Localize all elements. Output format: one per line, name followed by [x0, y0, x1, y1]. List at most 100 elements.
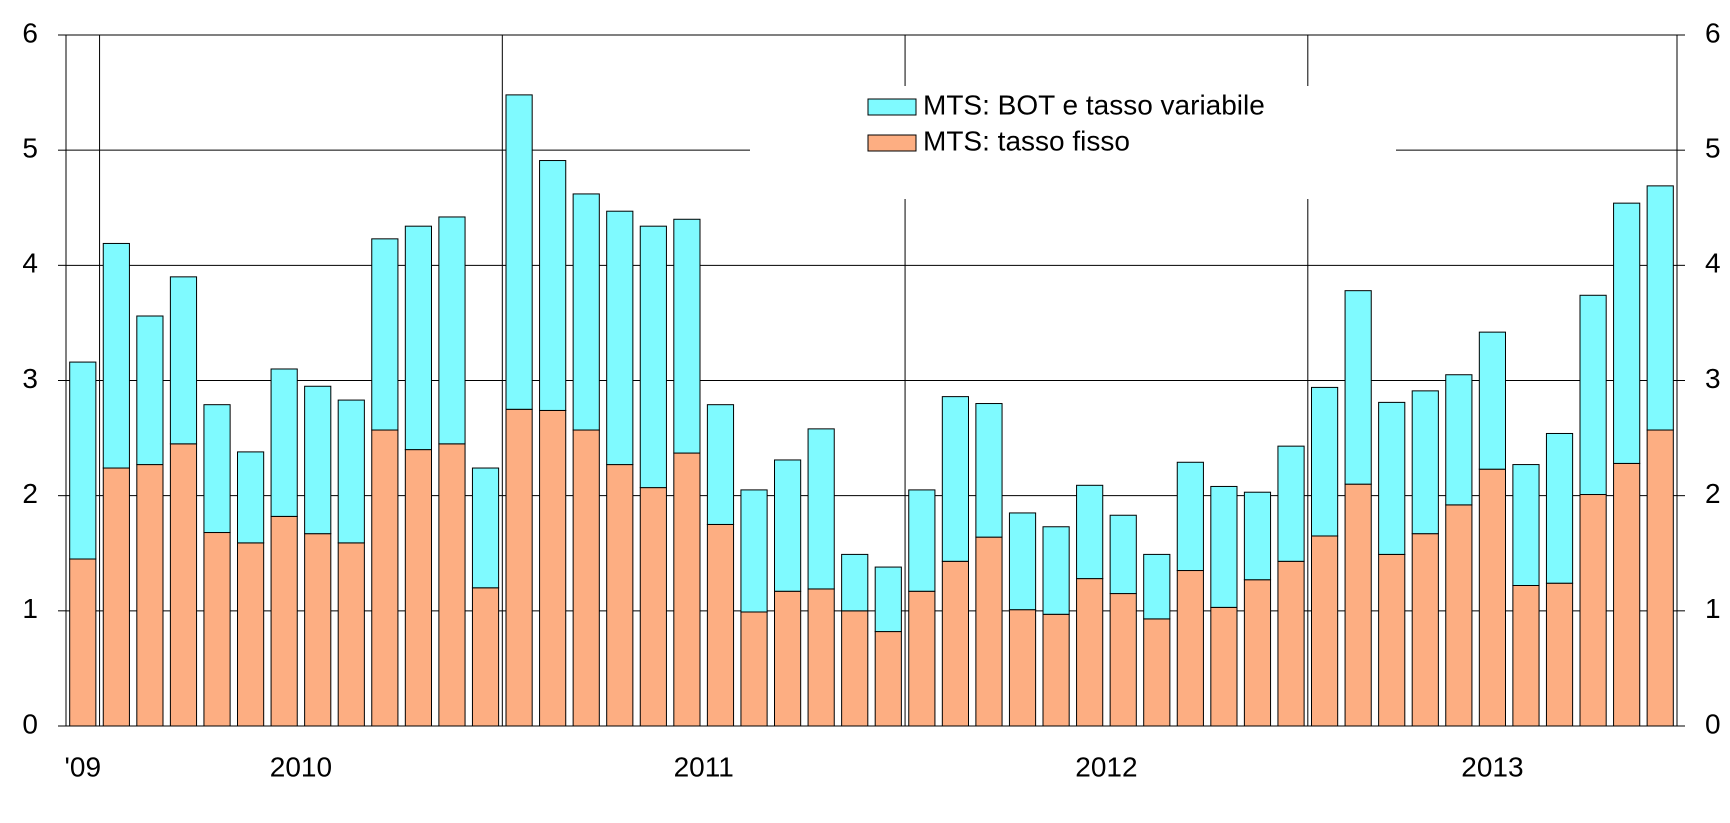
bar-segment	[1478, 468, 1506, 727]
bar-segment	[203, 404, 231, 534]
bar-segment	[505, 94, 533, 410]
legend-label: MTS: tasso fisso	[923, 125, 1130, 156]
bar-segment	[136, 464, 164, 727]
bar-segment	[1378, 401, 1406, 555]
bar-segment	[740, 489, 768, 613]
y2-tick-label: 0	[1705, 708, 1721, 739]
legend-label: MTS: BOT e tasso variabile	[923, 89, 1265, 120]
bar-segment	[270, 368, 298, 517]
bar-segment	[975, 536, 1003, 727]
bar-segment	[1176, 461, 1204, 572]
x-tick-label: 2012	[1075, 751, 1137, 782]
legend-swatch	[867, 98, 917, 116]
bar-segment	[237, 542, 265, 727]
bar-segment	[1109, 514, 1137, 595]
bar-segment	[740, 611, 768, 727]
bar-segment	[774, 459, 802, 592]
y2-tick-label: 6	[1705, 17, 1721, 48]
y-tick-label: 6	[22, 17, 38, 48]
bar-segment	[673, 452, 701, 727]
bar-segment	[941, 396, 969, 562]
bar-segment	[1344, 290, 1372, 485]
bar-segment	[438, 443, 466, 727]
bar-segment	[1008, 512, 1037, 611]
bar-segment	[908, 489, 936, 592]
bar-segment	[1143, 618, 1171, 727]
plot-frame	[65, 34, 1678, 727]
bar-segment	[304, 385, 332, 535]
bar-segment	[1445, 504, 1473, 727]
bar-segment	[304, 533, 332, 727]
bar-segment	[102, 467, 130, 727]
bar-segment	[975, 403, 1003, 538]
bar-segment	[1411, 390, 1439, 535]
bar-segment	[471, 587, 500, 727]
bar-segment	[102, 242, 130, 469]
bar-segment	[1210, 606, 1238, 727]
y-tick-label: 3	[22, 363, 38, 394]
bar-segment	[169, 276, 198, 445]
bar-segment	[572, 429, 600, 727]
bar-segment	[1008, 609, 1037, 727]
bar-segment	[1545, 432, 1574, 584]
bar-segment	[841, 553, 869, 612]
bar-segment	[471, 467, 500, 589]
bar-segment	[1545, 582, 1574, 727]
bar-segment	[1579, 294, 1607, 496]
bar-segment	[841, 610, 869, 727]
y2-tick-label: 1	[1705, 593, 1721, 624]
y-tick-label: 4	[22, 248, 38, 279]
y2-tick-label: 2	[1705, 478, 1721, 509]
bar-segment	[1411, 533, 1439, 727]
bar-segment	[706, 523, 735, 727]
y-tick-label: 5	[22, 133, 38, 164]
bar-segment	[404, 225, 432, 451]
x-tick-label: 2010	[270, 751, 332, 782]
bar-segment	[1109, 593, 1137, 727]
bar-segment	[673, 218, 701, 454]
y2-tick-label: 3	[1705, 363, 1721, 394]
bar-segment	[1076, 578, 1104, 727]
bar-segment	[1042, 613, 1070, 727]
bar-segment	[1445, 374, 1473, 506]
bar-segment	[1243, 579, 1272, 727]
bar-segment	[606, 464, 634, 727]
bar-segment	[1344, 483, 1372, 727]
bar-segment	[874, 566, 902, 633]
bar-segment	[1042, 526, 1070, 615]
bar-segment	[237, 451, 265, 544]
x-tick-label: 2013	[1461, 751, 1523, 782]
bar-segment	[1176, 570, 1204, 727]
bar-segment	[1143, 553, 1171, 620]
bar-segment	[1512, 584, 1540, 727]
bar-segment	[1277, 445, 1305, 562]
x-tick-label: 2011	[674, 751, 734, 782]
bar-segment	[908, 590, 936, 727]
bar-segment	[1311, 535, 1339, 727]
bar-segment	[337, 399, 365, 544]
bar-segment	[1613, 462, 1641, 727]
y2-tick-label: 5	[1705, 133, 1721, 164]
bar-segment	[1277, 560, 1305, 727]
bar-segment	[438, 216, 466, 445]
legend-swatch	[867, 134, 917, 152]
bar-segment	[371, 238, 399, 431]
bar-segment	[1311, 386, 1339, 537]
bar-segment	[606, 210, 634, 466]
bar-segment	[69, 558, 97, 727]
bar-segment	[639, 487, 667, 727]
y-tick-label: 2	[22, 478, 38, 509]
bar-segment	[774, 590, 802, 727]
y2-tick-label: 4	[1705, 248, 1721, 279]
bar-segment	[136, 315, 164, 466]
bar-segment	[203, 532, 231, 727]
bar-segment	[1478, 331, 1506, 470]
bar-segment	[807, 588, 835, 727]
bar-segment	[1512, 464, 1540, 586]
bar-segment	[639, 225, 667, 489]
bar-segment	[337, 542, 365, 727]
bar-segment	[404, 449, 432, 727]
bar-segment	[505, 408, 533, 727]
